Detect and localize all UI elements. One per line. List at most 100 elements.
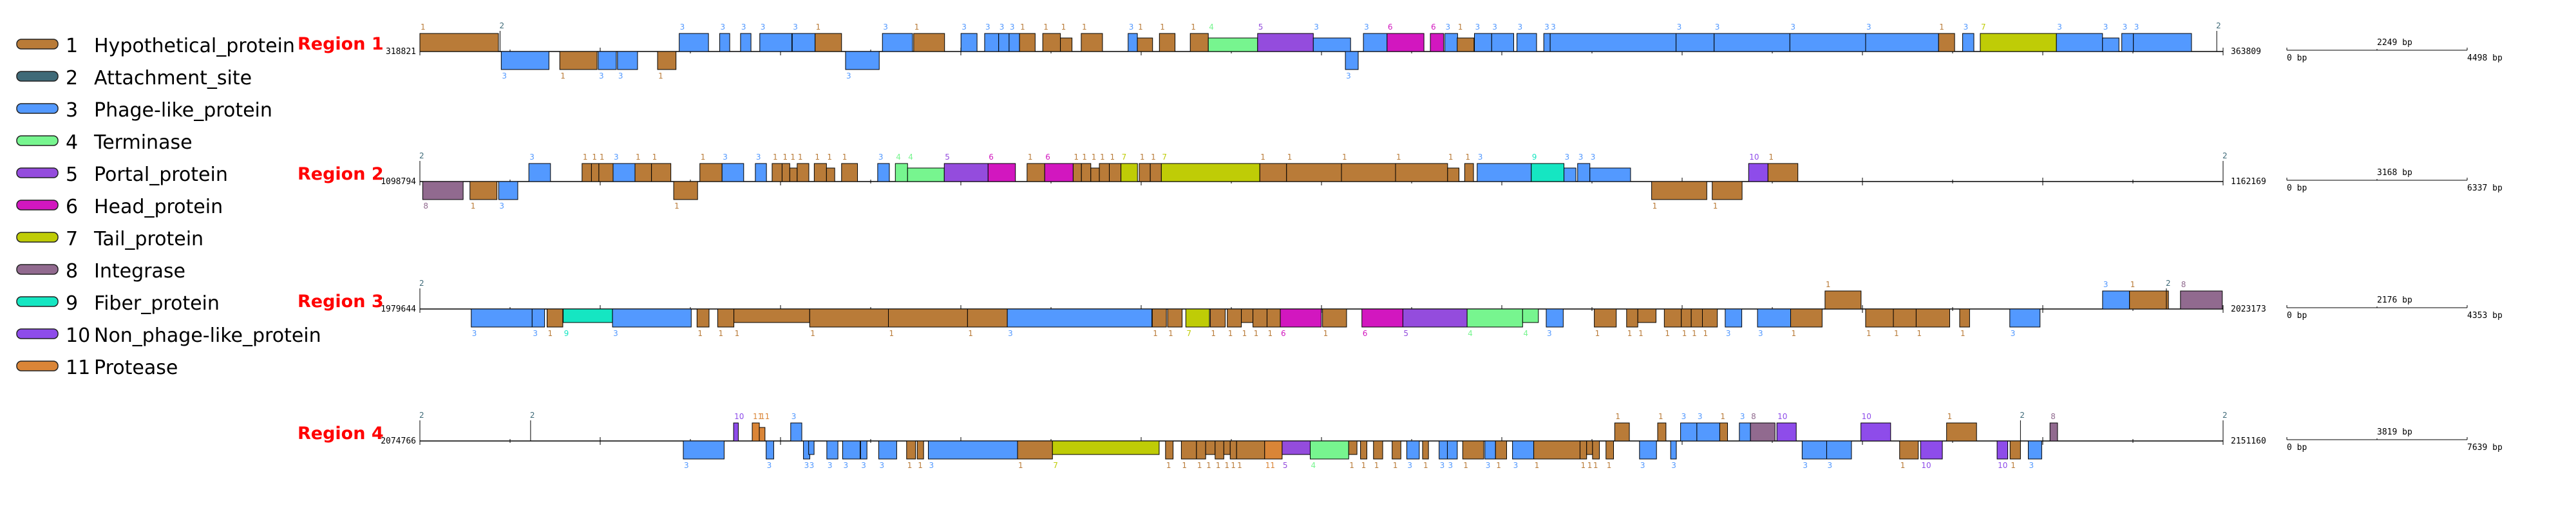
gene-3 — [1477, 163, 1532, 182]
gene-category-label: 1 — [560, 71, 565, 80]
gene-category-label: 1 — [674, 201, 679, 211]
gene-4 — [1466, 308, 1523, 328]
legend-swatch — [16, 264, 59, 275]
gene-category-label: 1 — [1043, 23, 1048, 32]
gene-3 — [531, 308, 545, 328]
gene-category-label: 3 — [1715, 23, 1720, 32]
gene-1 — [1019, 33, 1036, 52]
gene-1 — [772, 163, 782, 182]
gene-category-label: 1 — [1448, 153, 1454, 162]
gene-category-label: 1 — [1593, 461, 1598, 470]
gene-1 — [1165, 440, 1174, 460]
gene-category-label: 3 — [613, 329, 618, 338]
gene-category-label: 3 — [1492, 23, 1497, 32]
gene-1 — [1090, 167, 1100, 182]
gene-category-label: 3 — [1726, 329, 1731, 338]
legend-swatch — [16, 39, 59, 50]
gene-category-label: 3 — [1827, 461, 1832, 470]
gene-category-label: 3 — [1790, 23, 1795, 32]
gene-3 — [500, 51, 549, 70]
attachment-site-label: 2 — [419, 411, 424, 420]
gene-category-label: 1 — [421, 23, 426, 32]
legend-item: 2 Attachment_site — [16, 67, 252, 89]
legend-swatch — [16, 328, 59, 339]
gene-category-label: 5 — [1283, 461, 1288, 470]
gene-category-label: 3 — [878, 153, 884, 162]
gene-3 — [1639, 440, 1657, 460]
attachment-site-label: 2 — [2222, 151, 2228, 160]
gene-1 — [1137, 37, 1153, 52]
gene-1 — [1072, 163, 1082, 182]
gene-category-label: 1 — [1151, 153, 1156, 162]
gene-category-label: 3 — [1517, 23, 1522, 32]
gene-1 — [789, 167, 798, 182]
gene-1 — [1702, 308, 1718, 328]
gene-9 — [1531, 163, 1565, 182]
gene-3 — [2056, 33, 2103, 52]
gene-category-label: 3 — [499, 201, 504, 211]
gene-category-label: 3 — [723, 153, 728, 162]
gene-category-label: 1 — [471, 201, 476, 211]
gene-3 — [1826, 440, 1852, 460]
gene-1 — [582, 163, 592, 182]
legend-number: 6 — [66, 196, 78, 218]
region-end-coord: 2023173 — [2231, 304, 2266, 314]
gene-category-label: 3 — [680, 23, 685, 32]
gene-category-label: 1 — [1224, 461, 1229, 470]
gene-category-label: 3 — [1677, 23, 1682, 32]
gene-category-label: 1 — [1720, 412, 1725, 421]
gene-category-label: 6 — [1281, 329, 1286, 338]
legend-swatch — [16, 360, 59, 371]
gene-1 — [1215, 440, 1224, 460]
gene-1 — [809, 308, 889, 328]
gene-1 — [1790, 308, 1823, 328]
gene-1 — [717, 308, 735, 328]
gene-3 — [471, 308, 533, 328]
gene-3 — [683, 440, 724, 460]
gene-category-label: 3 — [1758, 329, 1763, 338]
attachment-site-label: 2 — [2166, 279, 2171, 288]
gene-category-label: 3 — [810, 461, 815, 470]
gene-1 — [559, 51, 598, 70]
gene-category-label: 1 — [1496, 461, 1501, 470]
scale-bar: 3819 bp 0 bp 7639 bp — [2286, 427, 2503, 453]
gene-6 — [987, 163, 1016, 182]
gene-category-label: 10 — [1998, 461, 2007, 470]
gene-category-label: 11 — [1265, 461, 1275, 470]
gene-8 — [2180, 290, 2223, 310]
gene-11 — [1264, 440, 1283, 460]
gene-3 — [598, 51, 617, 70]
gene-category-label: 3 — [828, 461, 833, 470]
gene-category-label: 1 — [1242, 329, 1247, 338]
gene-3 — [1589, 167, 1631, 182]
gene-1 — [1139, 163, 1151, 182]
gene-category-label: 1 — [1254, 329, 1259, 338]
gene-category-label: 3 — [1551, 23, 1556, 32]
gene-10 — [1748, 163, 1768, 182]
gene-3 — [878, 440, 897, 460]
region-end-coord: 363809 — [2231, 47, 2261, 57]
gene-category-label: 3 — [999, 23, 1005, 32]
gene-4 — [1208, 37, 1258, 52]
gene-category-label: 1 — [1653, 201, 1658, 211]
gene-1 — [1109, 163, 1122, 182]
gene-3 — [1444, 33, 1458, 52]
gene-3 — [1725, 308, 1743, 328]
gene-3 — [791, 33, 816, 52]
gene-category-label: 1 — [1191, 23, 1196, 32]
gene-1 — [546, 308, 564, 328]
gene-3 — [2009, 308, 2041, 328]
legend-number: 3 — [66, 99, 78, 122]
legend-item: 4 Terminase — [16, 131, 193, 154]
legend-number: 4 — [66, 131, 78, 154]
gene-category-label: 6 — [1363, 329, 1368, 338]
gene-category-label: 3 — [1740, 412, 1745, 421]
gene-category-label: 7 — [1122, 153, 1127, 162]
region-label: Region 4 — [298, 424, 384, 444]
gene-3 — [877, 163, 890, 182]
gene-9 — [563, 308, 613, 323]
gene-category-label: 1 — [827, 153, 832, 162]
gene-1 — [1099, 163, 1110, 182]
gene-category-label: 1 — [1713, 201, 1718, 211]
